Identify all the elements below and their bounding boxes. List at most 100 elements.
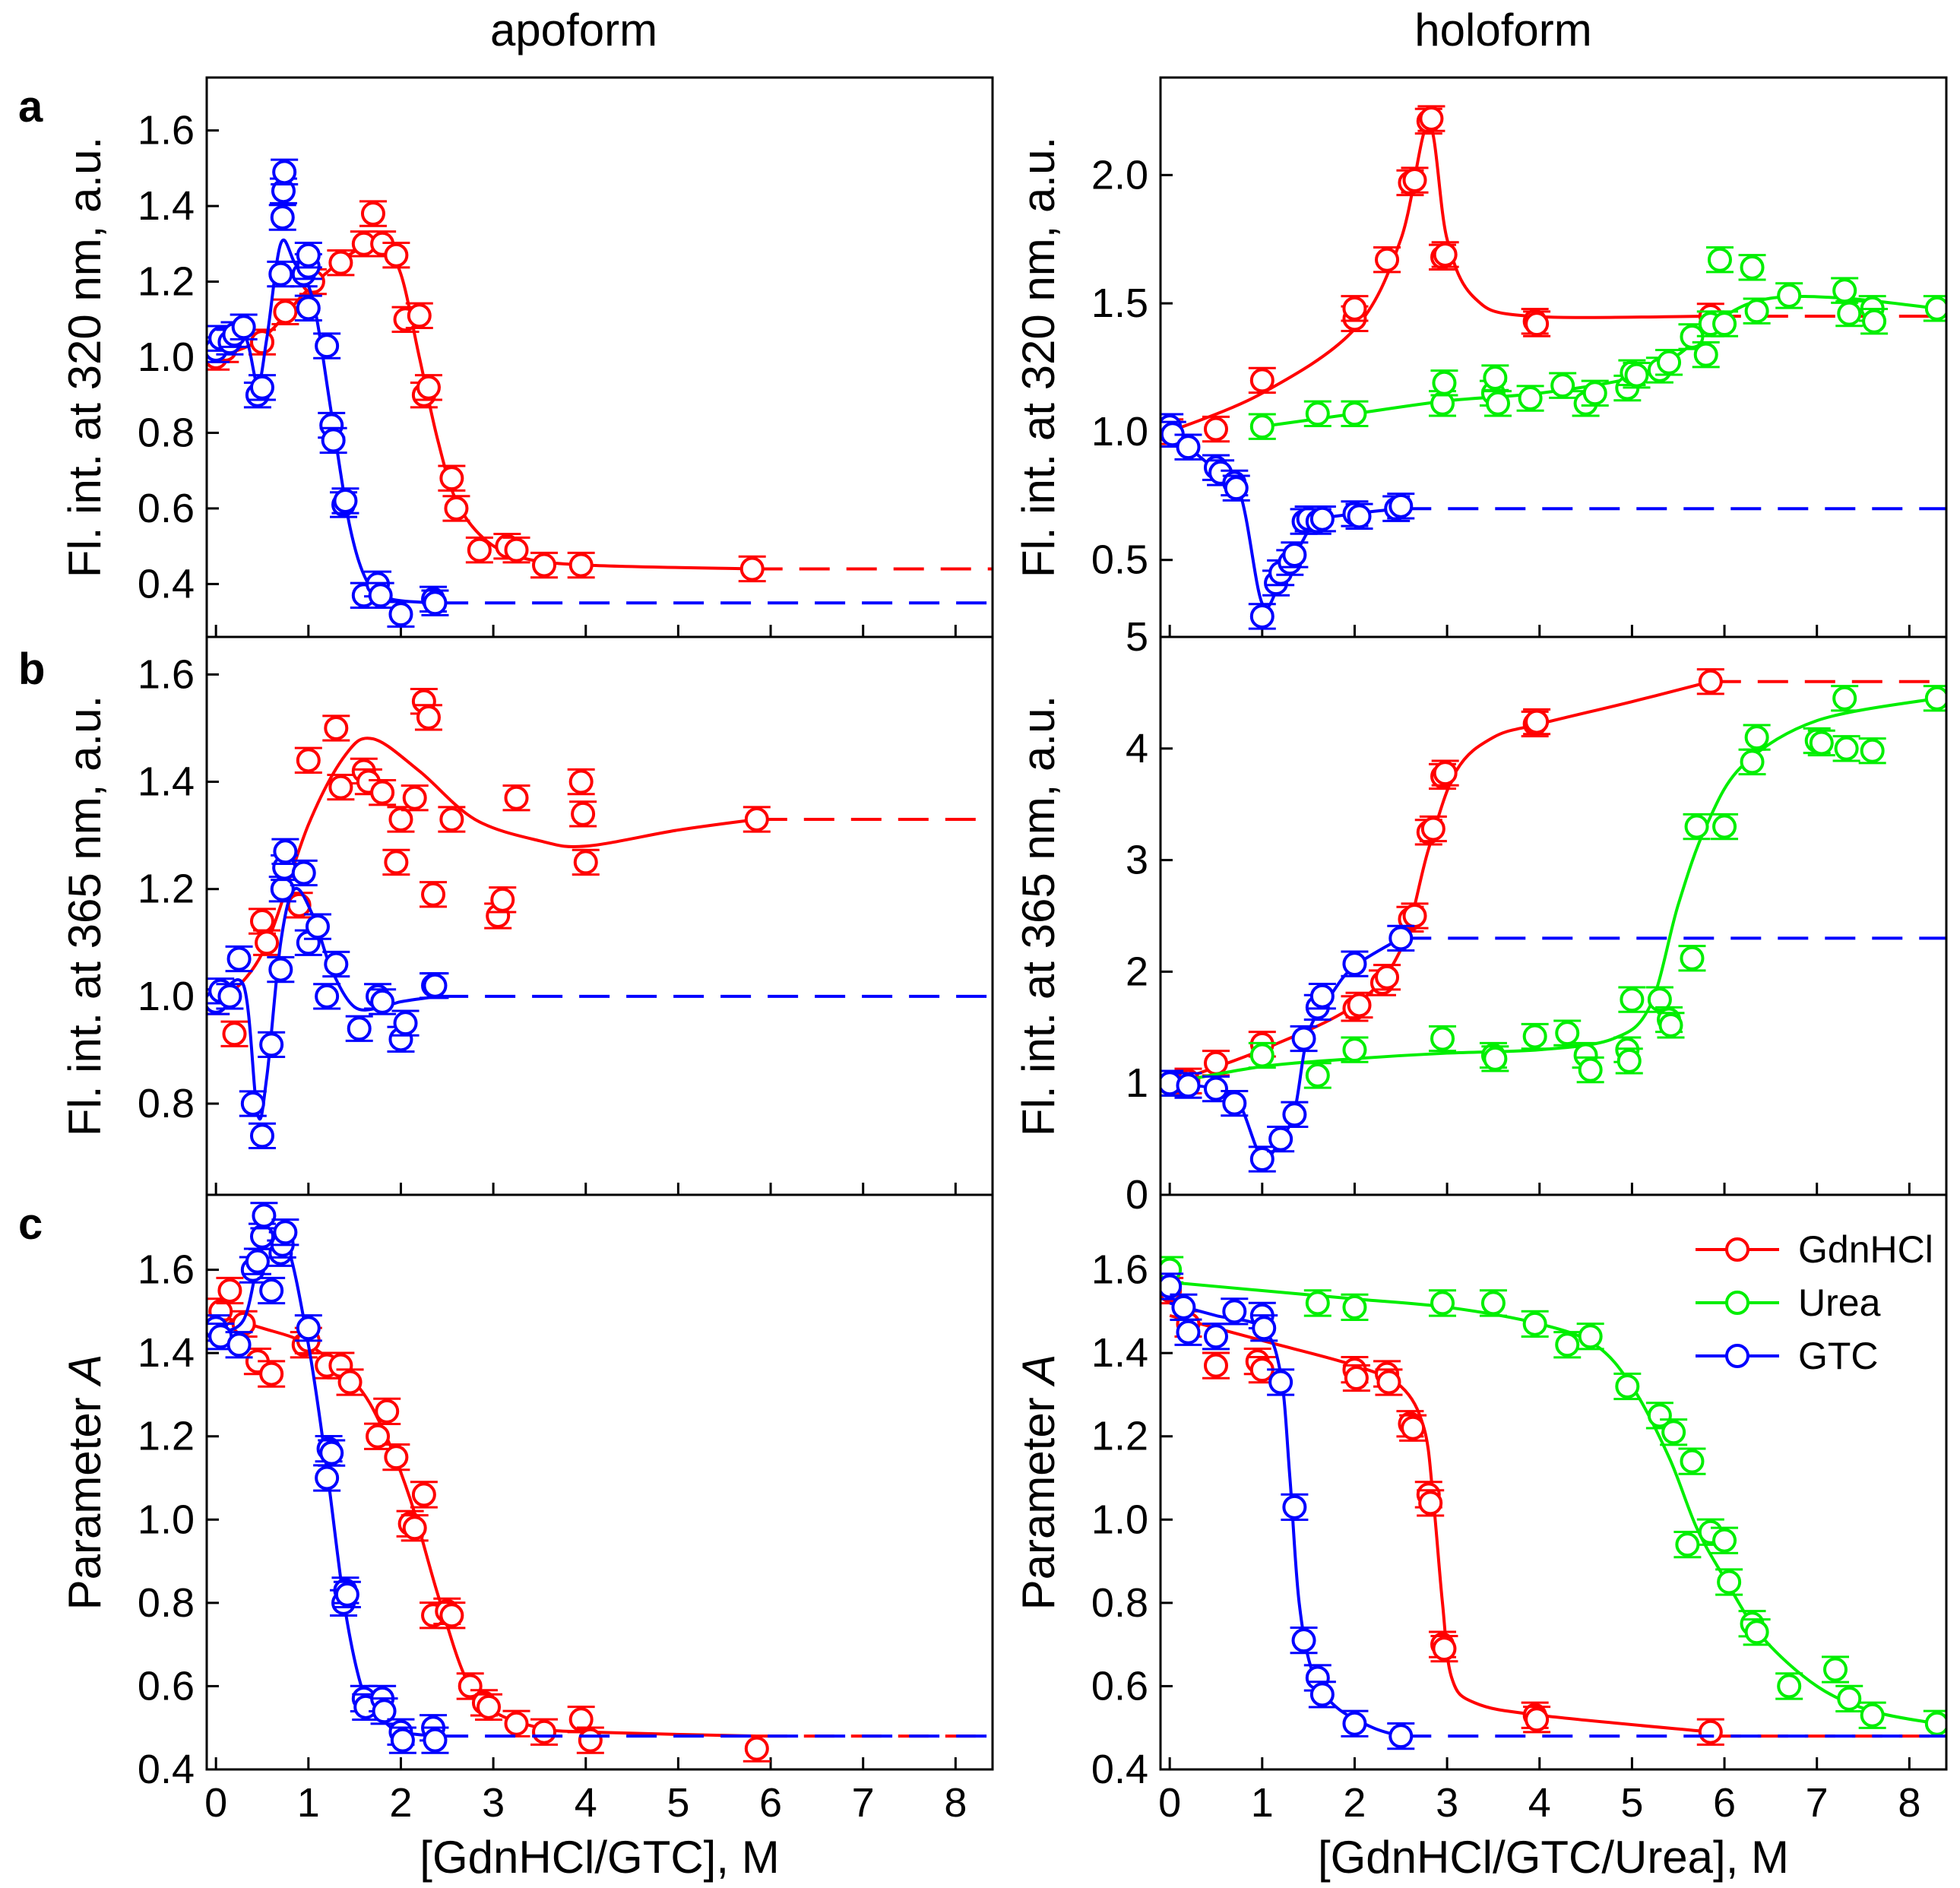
data-point-gtc [268,261,293,287]
data-point-gtc [315,1465,340,1490]
y-tick-label: 5 [1126,614,1148,660]
y-tick-label: 2 [1126,949,1148,994]
data-point-urea [1832,278,1857,303]
data-point-gtc [270,876,295,901]
data-point-urea [1522,1024,1547,1049]
plot-area [207,1202,993,1763]
data-point-gtc [226,1332,252,1357]
data-point-gtc [1309,984,1335,1009]
data-point-gdnhcl [568,1707,594,1732]
y-tick-label: 0.4 [138,561,195,607]
data-point-gdnhcl [255,930,280,955]
data-point-gdnhcl [388,806,413,832]
y-tick-label: 3 [1126,838,1148,883]
data-point-urea [1924,1711,1946,1736]
data-point-gdnhcl [1402,168,1427,193]
data-point-gtc [1388,1724,1414,1749]
x-tick-label: 7 [852,1780,875,1826]
fit-curve-gdnhcl [215,1313,757,1738]
y-tick-label: 1.4 [138,759,195,805]
legend-marker-urea [1725,1291,1749,1315]
plot-area [1160,105,1946,630]
data-point-gtc [321,428,346,453]
data-point-gdnhcl [467,537,492,562]
data-point-gdnhcl [402,1516,427,1541]
y-tick-label: 0.6 [138,1663,195,1709]
y-axis-label-text: Parameter [1013,1385,1064,1611]
data-point-urea [1740,749,1765,775]
data-point-gdnhcl [573,850,598,875]
x-tick-label: 0 [1158,1780,1181,1826]
data-point-gdnhcl [568,769,594,794]
data-point-gdnhcl [439,1603,464,1628]
data-point-gdnhcl [217,1278,242,1303]
data-point-gdnhcl [1203,1050,1228,1075]
y-tick-label: 1.2 [138,1414,195,1459]
column-title-holoform: holoform [1414,5,1591,55]
data-point-gtc [1268,1370,1293,1395]
data-point-urea [1483,366,1508,391]
data-point-gdnhcl [411,1482,436,1507]
data-point-urea [1620,987,1645,1012]
series-gtc [207,838,993,1150]
data-point-urea [1430,1026,1455,1051]
data-point-urea [1740,255,1765,280]
series-gdnhcl [207,200,993,583]
y-axis-label: Parameter A [59,1354,110,1611]
x-tick-label: 8 [944,1780,967,1826]
data-point-gdnhcl [504,785,529,810]
x-tick-label: 3 [1436,1780,1458,1826]
data-point-urea [1707,247,1732,272]
y-axis-label: Fl. int. at 365 nm, a.u. [1013,695,1064,1136]
data-point-gtc [1249,603,1274,629]
y-tick-label: 1.6 [138,108,195,154]
data-point-gdnhcl [1203,1353,1228,1378]
series-gtc [1160,1272,1946,1750]
y-tick-label: 0.6 [1091,1663,1148,1709]
data-point-urea [1658,1012,1683,1037]
data-point-gdnhcl [744,1736,769,1761]
data-point-urea [1615,1374,1640,1399]
data-point-gtc [1203,1324,1228,1349]
x-tick-label: 8 [1898,1780,1920,1826]
panel-frame [1159,76,1948,638]
data-point-gdnhcl [458,1674,483,1699]
x-tick-label: 1 [1251,1780,1274,1826]
data-point-gtc [245,1249,270,1274]
data-point-urea [1834,736,1859,761]
data-point-gtc [1176,435,1201,460]
data-point-gtc [315,984,340,1009]
data-point-urea [1624,363,1649,388]
fit-curve-gtc [1169,1301,1401,1738]
x-tick-label: 5 [1620,1780,1643,1826]
data-point-gtc [1176,1319,1201,1345]
series-gdnhcl [207,1276,993,1763]
panel-frame [205,635,994,1196]
data-point-gtc [296,1316,321,1341]
data-point-gtc [1222,1091,1247,1116]
y-tick-label: 2.0 [1091,152,1148,198]
data-point-gdnhcl [1249,368,1274,393]
legend-label-gtc: GTC [1798,1335,1879,1377]
y-tick-label: 0.5 [1091,537,1148,583]
series-gdnhcl [1160,1276,1946,1746]
data-point-gdnhcl [571,801,596,826]
x-tick-label: 0 [204,1780,227,1826]
data-point-gtc [315,334,340,359]
data-point-gtc [324,952,349,977]
y-tick-label: 1.0 [138,1497,195,1542]
y-tick-label: 1.0 [1091,1497,1148,1542]
data-point-urea [1832,686,1857,711]
y-tick-label: 1.2 [138,259,195,305]
data-point-gtc [388,602,413,627]
data-point-gdnhcl [1375,247,1400,272]
series-urea [1160,1256,1946,1738]
data-point-gdnhcl [222,1022,247,1047]
panel-b-apo: 0.8 1.0 1.2 1.4 1.6 Fl. int. at 365 nm, a.u. [59,635,994,1196]
y-tick-label: 1.2 [138,866,195,912]
data-point-gdnhcl [739,556,765,581]
data-point-gtc [370,989,395,1014]
data-point-urea [1777,1674,1802,1699]
data-point-gdnhcl [490,887,515,912]
data-point-gdnhcl [1342,296,1367,321]
